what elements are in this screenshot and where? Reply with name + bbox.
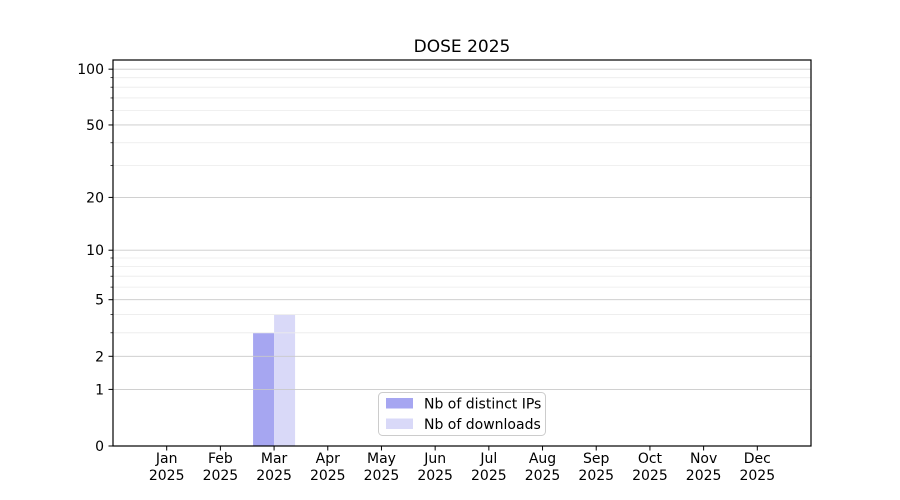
legend-swatch-distinct-ips bbox=[386, 398, 413, 409]
chart-title: DOSE 2025 bbox=[414, 37, 511, 57]
x-tick-label-year-feb: 2025 bbox=[203, 468, 239, 484]
x-tick-label-month-may: May bbox=[367, 451, 396, 467]
x-tick-label-month-nov: Nov bbox=[690, 451, 717, 467]
x-tick-label-year-jul: 2025 bbox=[471, 468, 507, 484]
y-tick-label-20: 20 bbox=[86, 190, 104, 206]
x-tick-label-year-jan: 2025 bbox=[149, 468, 185, 484]
x-tick-label-year-apr: 2025 bbox=[310, 468, 346, 484]
x-tick-label-year-sep: 2025 bbox=[578, 468, 614, 484]
x-tick-label-month-jan: Jan bbox=[155, 451, 178, 467]
x-tick-label-month-jun: Jun bbox=[423, 451, 446, 467]
legend: Nb of distinct IPs Nb of downloads bbox=[378, 392, 546, 436]
x-tick-label-year-aug: 2025 bbox=[525, 468, 561, 484]
x-tick-label-month-sep: Sep bbox=[583, 451, 610, 467]
x-tick-label-year-mar: 2025 bbox=[256, 468, 292, 484]
legend-swatch-downloads bbox=[386, 418, 413, 429]
gridlines-layer bbox=[113, 68, 811, 390]
y-tick-label-10: 10 bbox=[86, 243, 104, 259]
legend-label-distinct-ips: Nb of distinct IPs bbox=[424, 397, 541, 413]
x-tick-label-month-mar: Mar bbox=[261, 451, 288, 467]
x-tick-label-year-may: 2025 bbox=[364, 468, 400, 484]
x-tick-label-year-dec: 2025 bbox=[739, 468, 775, 484]
x-tick-label-month-dec: Dec bbox=[744, 451, 771, 467]
bars-layer bbox=[253, 314, 296, 446]
y-tick-label-1: 1 bbox=[95, 382, 104, 398]
x-tick-label-month-apr: Apr bbox=[316, 451, 340, 467]
x-tick-label-month-aug: Aug bbox=[529, 451, 556, 467]
x-tick-label-year-oct: 2025 bbox=[632, 468, 668, 484]
axes-layer: 0125102050100Jan2025Feb2025Mar2025Apr202… bbox=[77, 62, 775, 484]
x-tick-label-month-feb: Feb bbox=[208, 451, 233, 467]
y-tick-label-5: 5 bbox=[95, 293, 104, 309]
y-tick-label-50: 50 bbox=[86, 118, 104, 134]
x-tick-label-month-oct: Oct bbox=[638, 451, 663, 467]
y-tick-label-0: 0 bbox=[95, 439, 104, 455]
legend-box bbox=[378, 392, 546, 436]
y-tick-label-2: 2 bbox=[95, 349, 104, 365]
legend-label-downloads: Nb of downloads bbox=[424, 417, 541, 433]
x-tick-label-year-nov: 2025 bbox=[686, 468, 722, 484]
plot-border bbox=[112, 59, 812, 447]
x-tick-label-month-jul: Jul bbox=[479, 451, 497, 467]
bar-nb-of-downloads-mar bbox=[274, 314, 296, 446]
x-tick-label-year-jun: 2025 bbox=[417, 468, 453, 484]
y-tick-label-100: 100 bbox=[77, 62, 104, 78]
